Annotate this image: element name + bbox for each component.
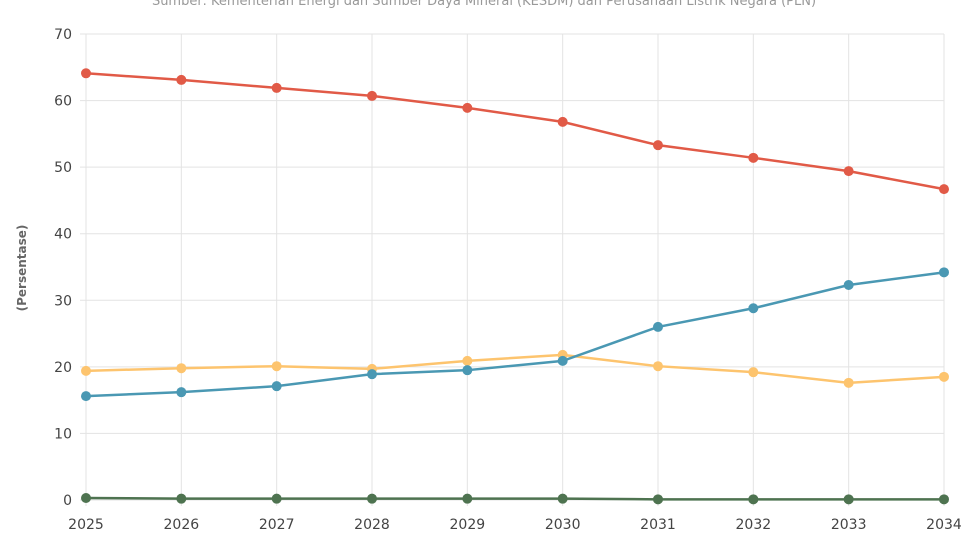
y-tick-label: 40 <box>54 227 72 243</box>
x-tick-label: 2034 <box>926 517 962 533</box>
x-tick-label: 2033 <box>831 517 867 533</box>
data-point <box>843 494 854 505</box>
data-point <box>176 387 187 398</box>
data-point <box>748 367 759 378</box>
data-point <box>367 493 377 504</box>
y-tick-label: 20 <box>54 360 72 376</box>
data-point <box>176 363 187 374</box>
data-point <box>748 494 759 505</box>
data-point <box>271 493 282 504</box>
x-tick-label: 2028 <box>354 517 390 533</box>
data-point <box>81 68 91 79</box>
x-tick-label: 2027 <box>259 517 295 533</box>
x-tick-label: 2029 <box>450 517 486 533</box>
data-point <box>843 279 854 290</box>
data-point <box>462 365 473 376</box>
x-tick-label: 2031 <box>640 517 676 533</box>
data-point <box>557 116 568 127</box>
series-line-2 <box>85 271 945 398</box>
series-line-0 <box>85 72 945 191</box>
data-point <box>653 361 663 372</box>
data-point <box>653 321 663 332</box>
data-point <box>748 303 759 314</box>
data-point <box>271 381 282 392</box>
data-point <box>367 90 377 101</box>
data-point <box>462 355 473 366</box>
x-tick-label: 2030 <box>545 517 581 533</box>
x-tick-label: 2032 <box>736 517 772 533</box>
y-tick-label: 10 <box>54 426 72 442</box>
y-tick-label: 60 <box>54 94 72 110</box>
data-point <box>939 267 949 278</box>
data-point <box>81 391 91 402</box>
data-point <box>653 140 663 151</box>
data-point <box>367 369 377 380</box>
data-point <box>557 355 568 366</box>
data-point <box>462 102 473 113</box>
data-point <box>176 493 187 504</box>
y-tick-label: 0 <box>63 493 72 509</box>
data-point <box>271 361 282 372</box>
y-tick-label: 30 <box>54 293 72 309</box>
data-point <box>462 493 473 504</box>
data-point <box>176 74 187 85</box>
data-point <box>939 494 949 505</box>
chart-subtitle: Sumber: Kementerian Energi dan Sumber Da… <box>151 0 817 9</box>
data-point <box>271 82 282 93</box>
series-line-1 <box>85 353 945 385</box>
series-line-3 <box>85 496 944 501</box>
x-tick-label: 2026 <box>164 517 200 533</box>
x-tick-label: 2025 <box>68 517 104 533</box>
data-point <box>939 184 949 195</box>
y-tick-label: 50 <box>54 160 72 176</box>
data-point <box>653 494 663 505</box>
data-point <box>843 166 854 177</box>
y-tick-label: 70 <box>54 27 72 43</box>
data-point <box>81 493 91 504</box>
data-point <box>81 365 91 376</box>
data-point <box>748 152 759 163</box>
data-point <box>557 493 568 504</box>
data-point <box>939 371 949 382</box>
data-point <box>843 377 854 388</box>
